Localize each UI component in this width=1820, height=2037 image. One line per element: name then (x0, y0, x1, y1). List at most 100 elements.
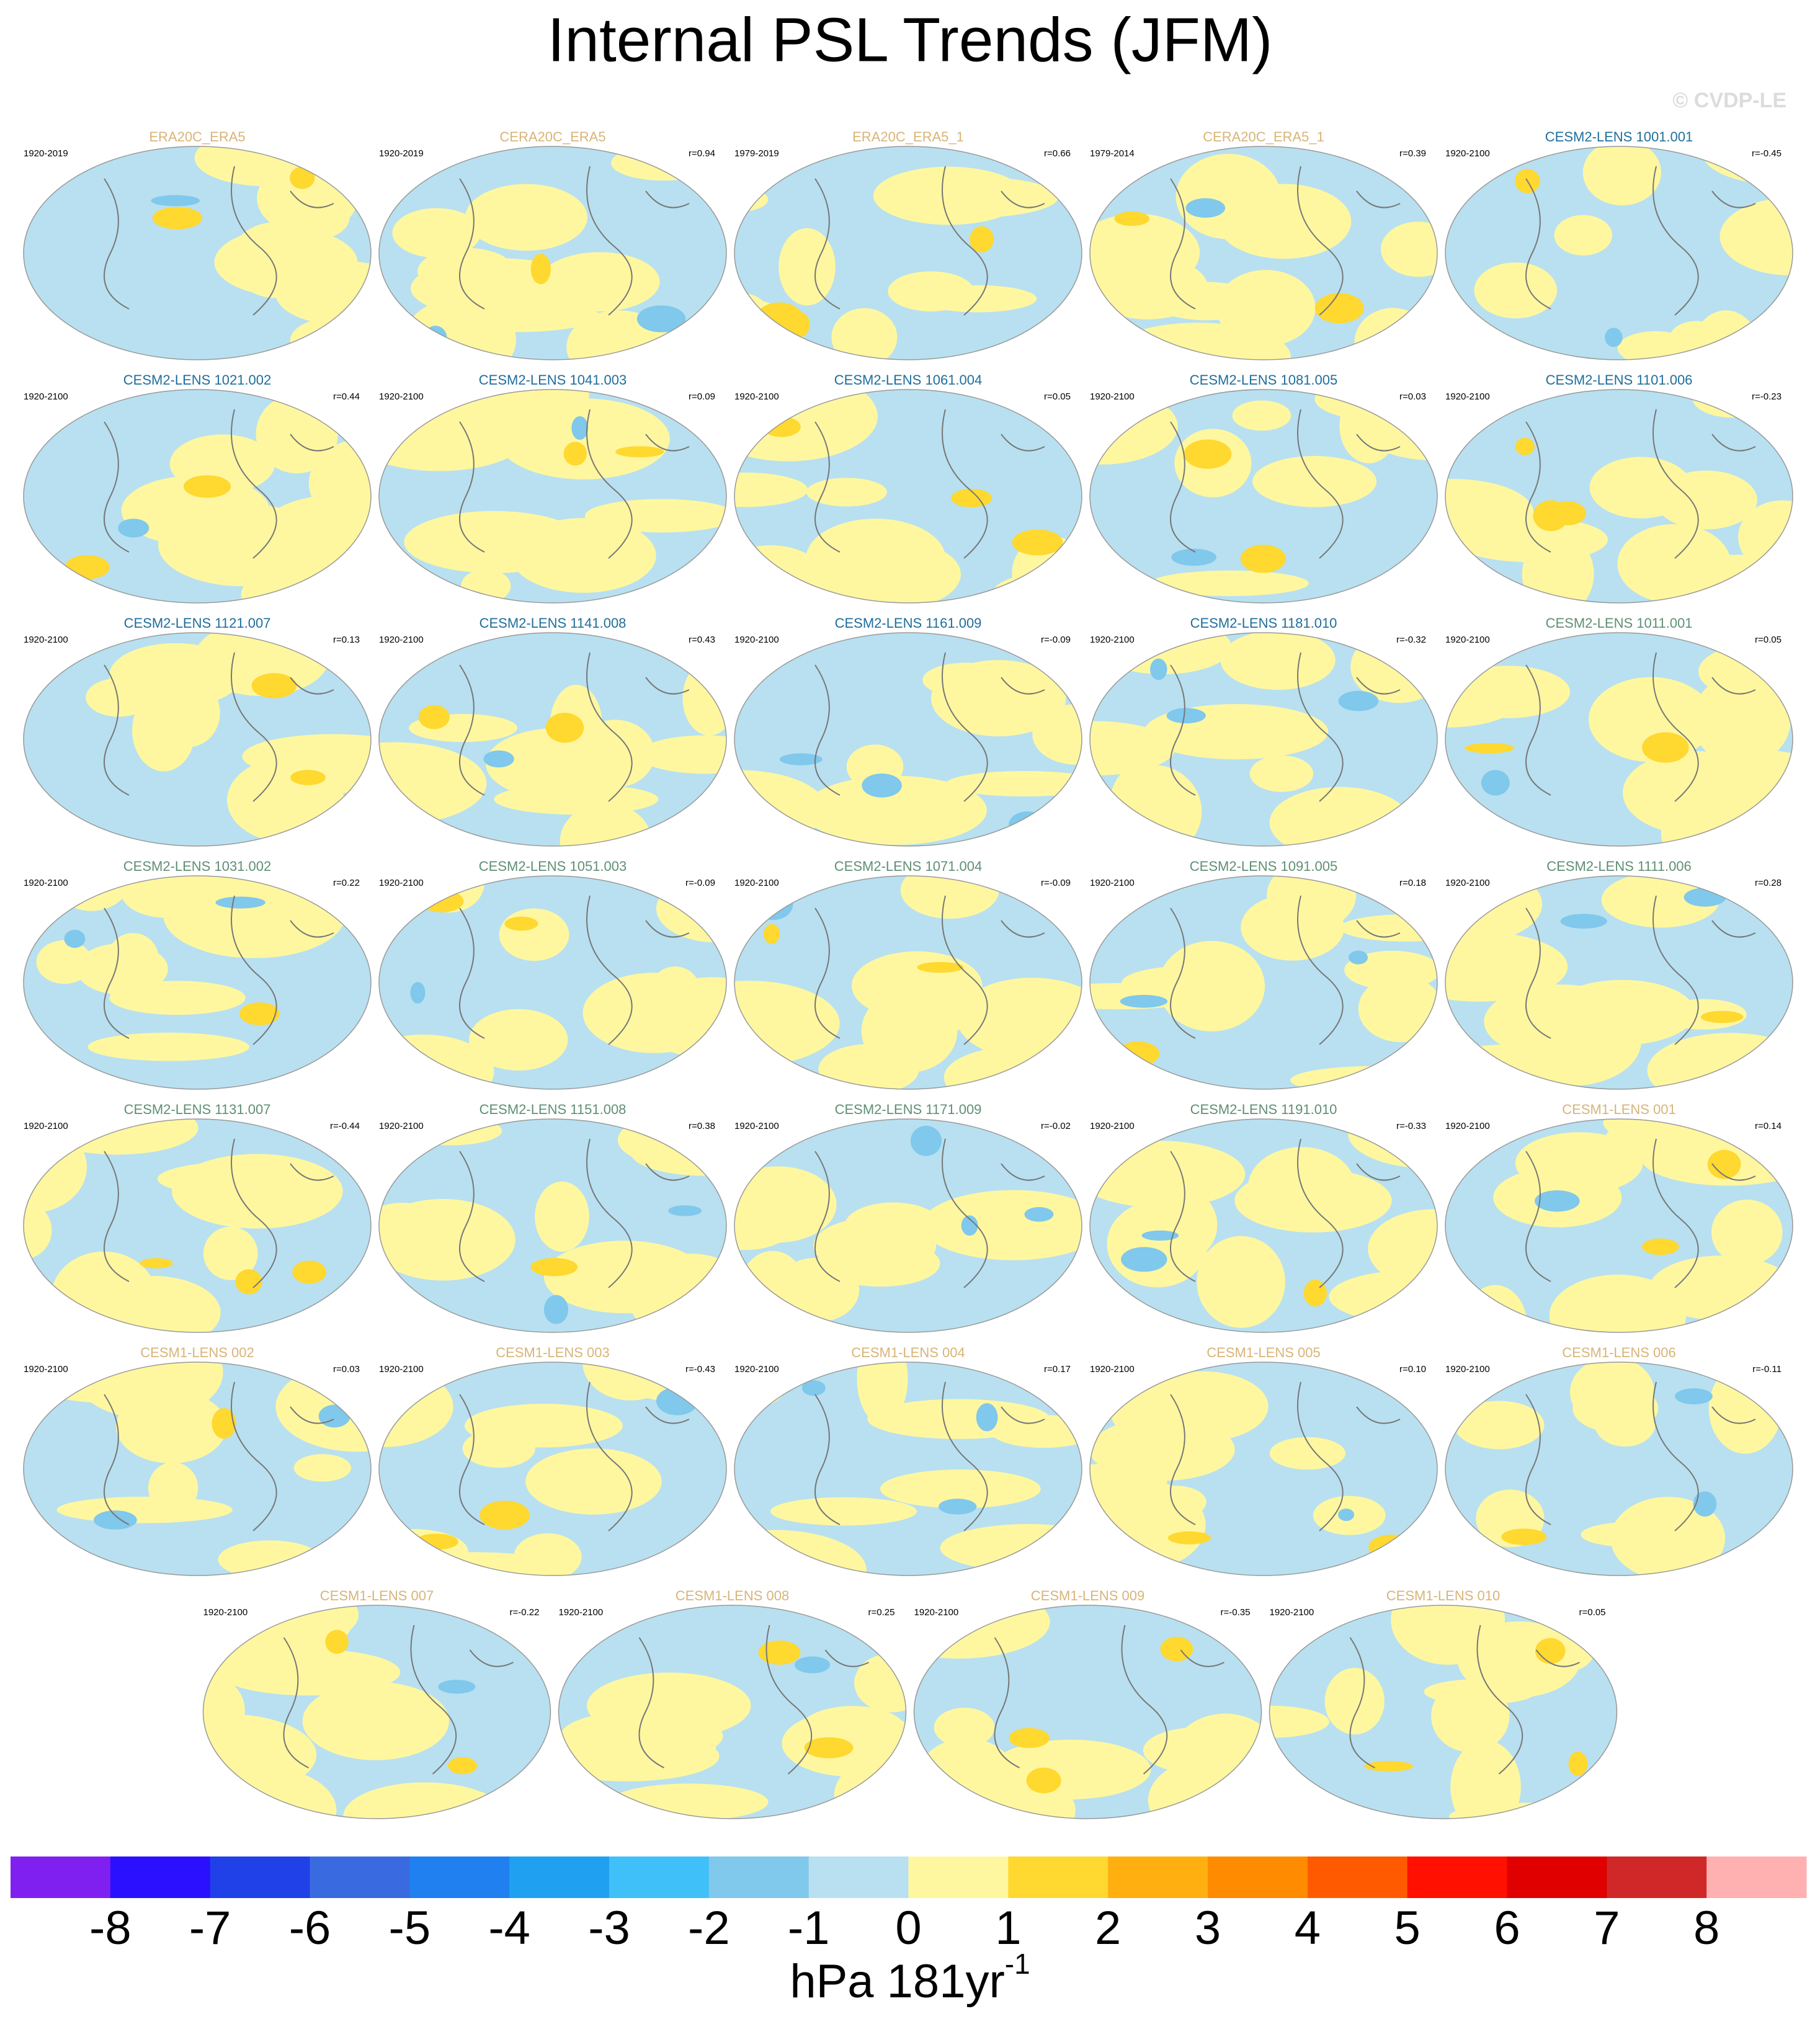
panel-title: CESM2-LENS 1161.009 (835, 615, 982, 631)
map-region (813, 1217, 937, 1275)
coastline (1170, 1138, 1401, 1288)
map-border (23, 389, 372, 604)
map-region (1453, 517, 1608, 563)
map-field (1090, 146, 1437, 360)
map-region (1466, 163, 1497, 175)
map-region (1481, 770, 1510, 796)
map-region (1605, 328, 1623, 347)
panel-title: CERA20C_ERA5 (499, 129, 605, 145)
panel-correlation: r=0.05 (1755, 635, 1782, 645)
map-region (615, 446, 664, 458)
panel-title: CESM2-LENS 1101.006 (1546, 372, 1693, 388)
panel-period: 1920-2100 (1445, 878, 1490, 888)
coastline (1349, 1625, 1580, 1775)
map-region (1024, 1206, 1054, 1222)
map-region (1166, 708, 1206, 724)
map-region (831, 308, 898, 360)
map-region (880, 1469, 1041, 1509)
panel-period: 1979-2014 (1090, 148, 1135, 159)
map-region (480, 1500, 530, 1530)
map-border (1089, 1362, 1438, 1576)
map-border (1445, 1118, 1793, 1333)
map-region (242, 734, 371, 779)
map-panel: CESM1-LENS 001 1920-2100 r=0.14 (1445, 1102, 1793, 1333)
panel-title: CESM2-LENS 1171.009 (835, 1102, 982, 1117)
map-region (778, 228, 836, 306)
map-region (132, 689, 195, 772)
panel-period: 1920-2100 (1090, 635, 1135, 645)
map-panel: CESM1-LENS 002 1920-2100 r=0.03 (23, 1345, 372, 1576)
map-region (763, 924, 780, 944)
map-panel: CESM2-LENS 1101.006 1920-2100 r=-0.23 (1445, 372, 1793, 604)
colorbar-box (1407, 1856, 1507, 1898)
map-field (24, 633, 371, 846)
map-region (1711, 1199, 1783, 1265)
map-region (919, 285, 1037, 313)
map-region (804, 1737, 854, 1758)
map-border (378, 146, 727, 360)
map-region (1358, 975, 1437, 1043)
map-border (734, 146, 1082, 360)
colorbar-tick-label: -1 (788, 1902, 830, 1955)
panel-title: CESM2-LENS 1141.008 (480, 615, 627, 631)
panel-period: 1920-2100 (1270, 1607, 1314, 1618)
map-region (511, 518, 656, 593)
colorbar-label: hPa 181yr-1 (790, 1948, 1030, 2008)
map-region (1090, 256, 1208, 319)
panel-period: 1920-2100 (734, 635, 779, 645)
map-region (1661, 555, 1793, 594)
map-region (1642, 732, 1689, 763)
coastline (104, 1138, 334, 1288)
map-field (1269, 1605, 1617, 1819)
map-region (976, 1403, 998, 1432)
map-region (1450, 1740, 1521, 1819)
coastline (1170, 1381, 1401, 1531)
panel-title: CESM1-LENS 005 (1207, 1345, 1320, 1360)
coastline (1525, 895, 1756, 1045)
map-panel: CESM2-LENS 1131.007 1920-2100 r=-0.44 (23, 1102, 372, 1333)
map-region (862, 773, 902, 798)
panel-correlation: r=-0.11 (1752, 1364, 1782, 1375)
panel-period: 1920-2100 (379, 391, 424, 402)
map-region (1501, 1528, 1547, 1545)
colorbar-box (1108, 1856, 1208, 1898)
panel-correlation: r=-0.23 (1752, 391, 1782, 402)
map-region (794, 1656, 831, 1674)
map-region (643, 1724, 716, 1766)
panel-period: 1920-2100 (379, 1364, 424, 1375)
panel-period: 1920-2100 (379, 1121, 424, 1131)
map-border (1269, 1605, 1618, 1819)
coastline (459, 409, 690, 559)
colorbar-tick-label: 2 (1095, 1902, 1121, 1955)
panel-title: CESM1-LENS 008 (676, 1588, 789, 1603)
map-panel: CERA20C_ERA5 1920-2019 r=0.94 (378, 129, 727, 360)
map-region (1641, 759, 1785, 826)
map-region (1249, 755, 1314, 792)
map-region (118, 519, 149, 538)
map-border (23, 1118, 372, 1333)
map-region (1290, 1066, 1437, 1089)
coastline (104, 166, 334, 316)
panel-title: CESM2-LENS 1061.004 (834, 372, 982, 388)
map-border (734, 875, 1082, 1090)
map-region (1241, 894, 1345, 961)
map-panel: ERA20C_ERA5 1920-2019 (23, 129, 372, 360)
panel-period: 1979-2019 (734, 148, 779, 159)
map-region (148, 1462, 199, 1514)
coastline (1525, 652, 1756, 802)
panel-correlation: r=0.14 (1755, 1121, 1782, 1131)
panel-period: 1920-2100 (1445, 391, 1490, 402)
colorbar-tick-label: 4 (1295, 1902, 1321, 1955)
panel-correlation: r=0.05 (1044, 391, 1071, 402)
panel-period: 1920-2100 (1090, 391, 1135, 402)
map-region (1700, 1010, 1744, 1023)
map-region (1184, 439, 1232, 469)
map-region (1240, 545, 1286, 573)
map-region (290, 316, 371, 360)
coastline (459, 895, 690, 1045)
map-region (970, 226, 994, 252)
map-region (279, 194, 350, 240)
map-region (756, 302, 803, 335)
map-region (1465, 742, 1514, 754)
map-panel: CESM1-LENS 004 1920-2100 r=0.17 (734, 1345, 1082, 1576)
